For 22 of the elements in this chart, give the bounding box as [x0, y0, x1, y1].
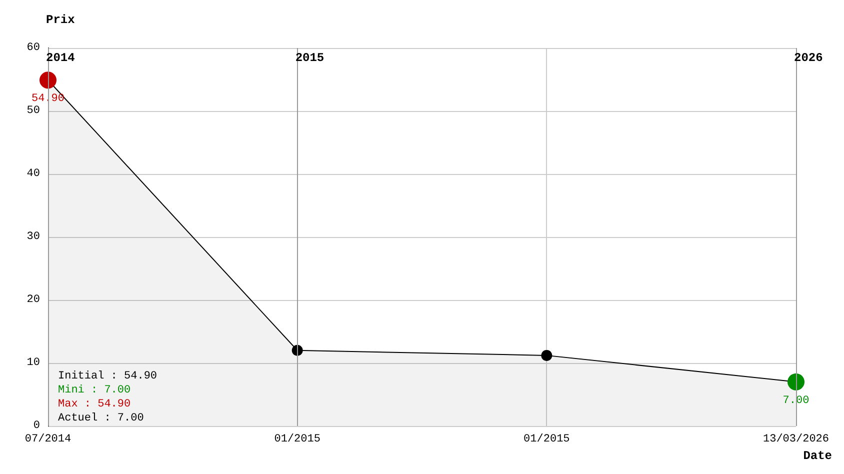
x-tick-label: 01/2015	[524, 434, 570, 446]
ref-line-label: 2026	[794, 51, 823, 65]
x-axis-title: Date	[803, 449, 832, 463]
data-label: 7.00	[782, 394, 810, 407]
ref-line-label: 2014	[46, 51, 75, 65]
y-tick-label: 60	[26, 42, 40, 54]
annotation: Max : 54.90	[58, 398, 131, 410]
y-tick-label: 40	[26, 168, 40, 180]
y-tick-label: 0	[33, 420, 40, 432]
y-tick-label: 50	[26, 105, 40, 117]
x-tick-label: 13/03/2026	[762, 434, 830, 446]
annotation: Actuel : 7.00	[58, 412, 144, 424]
x-tick-label: 07/2014	[24, 434, 72, 446]
data-label: 54.90	[31, 93, 65, 106]
annotation: Initial : 54.90	[58, 370, 158, 382]
annotation: Mini : 7.00	[58, 384, 131, 396]
ref-line-label: 2015	[295, 51, 324, 65]
x-tick-label: 01/2015	[274, 434, 320, 446]
y-tick-label: 30	[26, 231, 40, 243]
y-tick-label: 10	[26, 357, 40, 369]
y-tick-label: 20	[26, 294, 40, 306]
y-axis-title: Prix	[46, 13, 75, 27]
